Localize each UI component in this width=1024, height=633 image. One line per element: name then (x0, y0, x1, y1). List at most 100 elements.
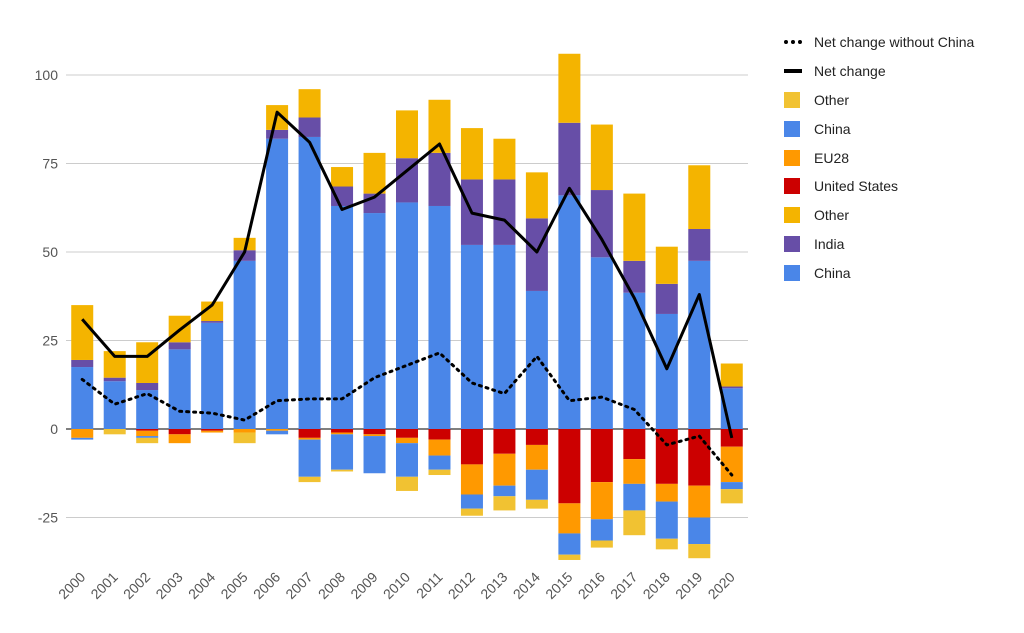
legend-swatch (784, 120, 800, 137)
legend-solid-line (784, 69, 802, 74)
bar-segment-neg-other (558, 554, 581, 560)
legend-label: China (814, 264, 851, 281)
bar-segment-india (71, 359, 94, 368)
bar-segment-neg-united-states (590, 429, 613, 483)
bar-segment-china (590, 257, 613, 429)
bar-segment-other (623, 193, 646, 261)
bar-segment-neg-china (363, 436, 386, 474)
bar-segment-india (103, 377, 126, 382)
bar-segment-china (460, 244, 483, 429)
bar-segment-other (331, 167, 354, 187)
bar-segment-neg-eu28 (623, 459, 646, 484)
bar-segment-neg-other (233, 432, 256, 444)
bar-segment-china (428, 205, 451, 429)
bar-segment-neg-china (558, 533, 581, 555)
bar-segment-other (460, 128, 483, 180)
bar-segment-neg-eu28 (688, 485, 711, 518)
bar-segment-china (331, 205, 354, 429)
x-tick-label: 2016 (575, 569, 608, 602)
y-tick-label: 25 (42, 333, 58, 349)
bar-segment-neg-other (720, 489, 743, 504)
bar-segment-neg-eu28 (558, 503, 581, 534)
bar-segment-neg-united-states (428, 429, 451, 440)
bar-segment-neg-other (688, 544, 711, 559)
bar-segment-neg-china (396, 443, 418, 477)
bar-segment-neg-eu28 (266, 429, 289, 431)
bar-segment-india (266, 129, 289, 139)
x-tick-label: 2009 (347, 569, 380, 602)
bar-segment-other (493, 138, 516, 180)
bar-segment-neg-eu28 (136, 430, 159, 437)
bar-segment-india (623, 260, 646, 293)
lines (80, 110, 734, 477)
y-tick-label: 50 (42, 244, 58, 260)
bar-segment-neg-united-states (655, 429, 678, 484)
bar-segment-neg-eu28 (201, 430, 224, 433)
bar-segment-neg-china (720, 482, 743, 490)
x-tick-label: 2000 (55, 569, 88, 602)
bar-segment-neg-eu28 (590, 482, 613, 520)
legend: Net change without China Net change Other C… (784, 28, 1020, 287)
bar-segment-neg-eu28 (363, 434, 386, 437)
bar-segment-neg-eu28 (460, 464, 483, 495)
bar-segment-neg-other (331, 469, 354, 472)
legend-label: United States (814, 178, 899, 195)
x-tick-label: 2005 (217, 569, 250, 602)
x-tick-label: 2014 (510, 569, 543, 602)
bar-segment-china (233, 260, 256, 429)
bar-segment-neg-china (136, 436, 159, 438)
bar-segment-china (396, 202, 418, 429)
y-tick-label: 75 (42, 156, 58, 172)
bar-segment-neg-eu28 (655, 483, 678, 502)
bar-segment-india (233, 250, 256, 261)
legend-dotted-line (784, 40, 802, 45)
bar-segment-neg-other (136, 437, 159, 444)
bar-segment-china (655, 313, 678, 429)
bar-segment-neg-china (688, 517, 711, 545)
x-tick-label: 2017 (607, 569, 640, 602)
bar-segment-neg-other (623, 510, 646, 536)
bar-segment-neg-other (396, 476, 418, 491)
bar-segment-neg-united-states (525, 429, 548, 445)
bar-segment-other (363, 152, 386, 194)
bar-segment-neg-china (655, 501, 678, 539)
legend-label: EU28 (814, 149, 850, 166)
bar-segment-china (298, 136, 321, 429)
legend-item: Net change without China (784, 28, 1020, 57)
legend-item: Net change (784, 57, 1020, 86)
bar-segment-neg-united-states (363, 429, 386, 435)
x-tick-label: 2015 (542, 569, 575, 602)
bar-segment-neg-other (655, 538, 678, 550)
bar-segment-china (558, 195, 581, 429)
bar-segment-neg-united-states (168, 429, 191, 435)
bar-segment-other (688, 165, 711, 229)
bar-segment-china (363, 213, 386, 429)
bar-segment-neg-china (428, 455, 451, 470)
bar-segment-neg-united-states (623, 429, 646, 460)
bar-segment-other (396, 110, 418, 159)
bar-segment-china (525, 290, 548, 429)
legend-label: Other (814, 91, 850, 108)
bar-segment-other (655, 246, 678, 284)
bar-segment-neg-united-states (493, 429, 516, 454)
bar-segment-neg-eu28 (71, 429, 94, 438)
bar-segment-neg-eu28 (720, 446, 743, 483)
y-tick-label: 100 (35, 67, 59, 83)
bar-segment-china (103, 381, 126, 429)
x-tick-label: 2002 (120, 569, 153, 602)
x-tick-label: 2010 (380, 569, 413, 602)
bar-segment-china (688, 260, 711, 429)
bar-segment-neg-china (623, 483, 646, 511)
bar-segment-neg-china (460, 494, 483, 509)
x-tick-label: 2003 (152, 569, 185, 602)
legend-swatch (784, 207, 800, 224)
bar-segment-neg-united-states (201, 429, 224, 431)
bar-segment-neg-china (298, 439, 321, 477)
bar-segment-neg-other (525, 499, 548, 509)
bar-segment-neg-other (590, 540, 613, 548)
x-tick-label: 2008 (315, 569, 348, 602)
bar-segment-india (493, 179, 516, 245)
bars (71, 53, 743, 560)
bar-segment-china (266, 138, 289, 429)
bar-segment-india (688, 228, 711, 261)
